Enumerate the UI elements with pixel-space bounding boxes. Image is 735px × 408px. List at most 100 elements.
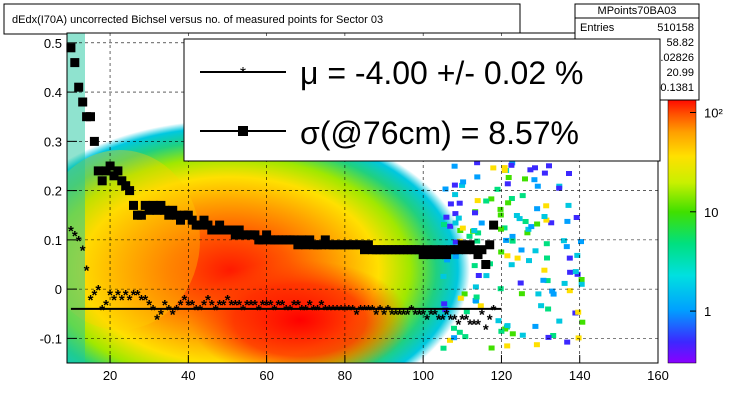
x-tick-label: 160 xyxy=(647,368,669,383)
mu-point: * xyxy=(350,302,356,319)
mu-point: * xyxy=(201,297,207,314)
mu-point: * xyxy=(80,243,86,260)
mu-point: * xyxy=(471,317,477,334)
sigma-point xyxy=(66,43,76,53)
sigma-point xyxy=(74,82,84,92)
mu-point: * xyxy=(326,302,332,319)
mu-point: * xyxy=(228,297,234,314)
sigma-point xyxy=(117,176,127,186)
sigma-point xyxy=(442,250,452,260)
mu-point: * xyxy=(440,312,446,329)
mu-point: * xyxy=(217,297,223,314)
mu-point: * xyxy=(240,302,246,319)
mu-point: * xyxy=(412,307,418,324)
sigma-point xyxy=(430,245,440,255)
mu-point: * xyxy=(318,297,324,314)
mu-point: * xyxy=(138,292,144,309)
sigma-point xyxy=(438,245,448,255)
x-tick-label: 120 xyxy=(491,368,513,383)
mu-point: * xyxy=(268,297,274,314)
colorbar-label: 10 xyxy=(704,205,718,220)
mu-point: * xyxy=(295,297,301,314)
x-tick-label: 40 xyxy=(181,368,195,383)
mu-point: * xyxy=(408,302,414,319)
sigma-point xyxy=(195,220,205,230)
mu-point: * xyxy=(119,292,125,309)
mu-point: * xyxy=(279,297,285,314)
mu-point: * xyxy=(291,297,297,314)
sigma-point xyxy=(363,240,373,250)
mu-point: * xyxy=(174,302,180,319)
mu-point: * xyxy=(487,312,493,329)
mu-legend-text: μ = -4.00 +/- 0.02 % xyxy=(300,55,583,91)
mu-point: * xyxy=(303,302,309,319)
mu-point: * xyxy=(315,302,321,319)
mu-point: * xyxy=(154,312,160,329)
mu-point: * xyxy=(432,307,438,324)
mu-point: * xyxy=(271,302,277,319)
colorbar xyxy=(667,97,697,364)
mu-point: * xyxy=(131,287,137,304)
mu-point: * xyxy=(467,317,473,334)
mu-point: * xyxy=(420,307,426,324)
mu-point: * xyxy=(428,307,434,324)
mu-point: * xyxy=(287,302,293,319)
sigma-legend-marker xyxy=(238,126,248,136)
sigma-point xyxy=(101,166,111,176)
sigma-point xyxy=(148,200,158,210)
y-axis: 0.5 0.4 0.3 0.2 0.1 0 -0.1 xyxy=(40,36,77,346)
mu-point: * xyxy=(213,302,219,319)
y-tick-label: 0.5 xyxy=(44,36,62,51)
mu-point: * xyxy=(475,317,481,334)
mu-point: * xyxy=(307,297,313,314)
sigma-point xyxy=(105,161,115,171)
sigma-legend-text: σ(@76cm) = 8.57% xyxy=(300,115,579,151)
sigma-point xyxy=(316,240,326,250)
mu-point: * xyxy=(346,302,352,319)
sigma-point xyxy=(426,250,436,260)
mu-point: * xyxy=(275,297,281,314)
sigma-point xyxy=(453,245,463,255)
mu-point: * xyxy=(330,302,336,319)
sigma-point xyxy=(89,136,99,146)
sigma-point xyxy=(230,230,240,240)
sigma-point xyxy=(187,215,197,225)
fit-legend: * μ = -4.00 +/- 0.02 % σ(@76cm) = 8.57% xyxy=(183,38,661,162)
mu-point: * xyxy=(107,287,113,304)
mu-point: * xyxy=(232,297,238,314)
data-markers: ****************************************… xyxy=(66,43,499,339)
x-tick-label: 20 xyxy=(103,368,117,383)
mu-point: * xyxy=(444,307,450,324)
colorbar-label: 10² xyxy=(704,106,723,121)
sigma-point xyxy=(461,245,471,255)
mu-point: * xyxy=(389,307,395,324)
mu-point: * xyxy=(84,262,90,279)
sigma-point xyxy=(215,220,225,230)
sigma-point xyxy=(481,260,491,269)
mu-point: * xyxy=(146,297,152,314)
mu-point: * xyxy=(248,297,254,314)
y-tick-label: 0.3 xyxy=(44,134,62,149)
sigma-point xyxy=(457,240,467,250)
mu-point: * xyxy=(221,297,227,314)
sigma-point xyxy=(258,235,268,245)
mu-point: * xyxy=(127,292,133,309)
sigma-point xyxy=(422,245,432,255)
sigma-point xyxy=(70,58,80,68)
mu-point: * xyxy=(283,302,289,319)
sigma-point xyxy=(465,240,475,250)
y-tick-label: 0.4 xyxy=(44,85,62,100)
mu-point: * xyxy=(436,312,442,329)
sigma-point xyxy=(172,210,182,220)
sigma-point xyxy=(144,205,154,215)
sigma-point xyxy=(86,112,95,122)
sigma-point xyxy=(78,97,88,107)
mu-point: * xyxy=(369,302,375,319)
mu-point: * xyxy=(385,302,391,319)
mu-point: * xyxy=(365,302,371,319)
mu-point: * xyxy=(401,307,407,324)
sigma-point xyxy=(168,205,178,215)
sigma-point xyxy=(176,215,185,225)
sigma-point xyxy=(211,225,221,235)
